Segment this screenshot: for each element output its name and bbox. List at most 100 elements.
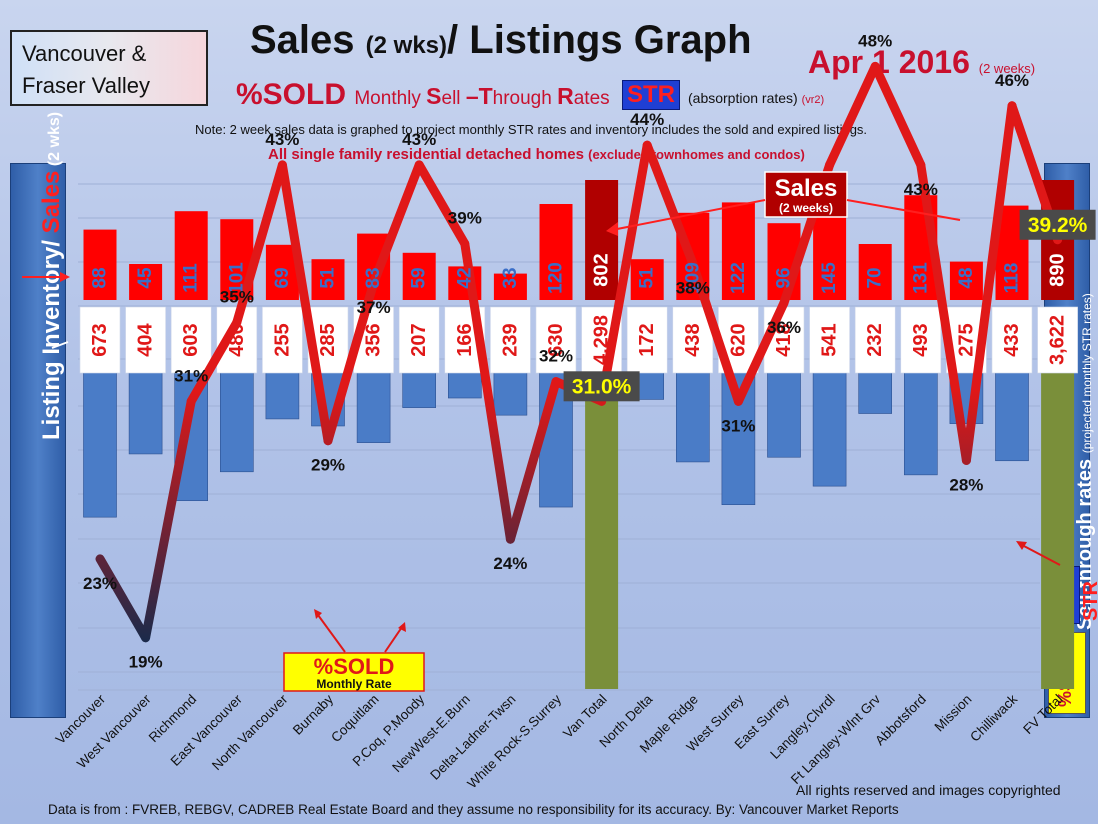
listing-bar (995, 358, 1029, 462)
sales-value-label: 42 (454, 267, 475, 288)
chart-title: Sales (2 wks)/ Listings Graph (250, 18, 752, 63)
sales-bar (949, 261, 983, 300)
str-line-segment (95, 554, 151, 643)
percent-label: 29% (311, 456, 345, 475)
region-line-2: Fraser Valley (22, 73, 150, 98)
region-line-1: Vancouver & (22, 41, 147, 66)
sold-hrough: hrough (492, 88, 558, 109)
title-main: Sales (250, 18, 366, 62)
str-line-segment (369, 160, 424, 288)
sales-value-label: 70 (865, 267, 886, 288)
listing-bar (767, 358, 801, 458)
sales-value-label: 109 (682, 262, 703, 294)
listing-value-label: 172 (636, 323, 658, 356)
sold-callout-box (283, 652, 425, 692)
sales-value-label: 111 (181, 263, 202, 293)
sales-callout-sub: (2 weeks) (779, 201, 833, 215)
str-line-segment (870, 61, 926, 170)
sold-big: %SOLD (236, 78, 355, 111)
listing-value-label: 433 (1001, 323, 1023, 356)
date-main: Apr 1 2016 (808, 44, 970, 80)
listing-value-label: 493 (910, 323, 932, 356)
str-line-segment (323, 278, 379, 446)
sales-value-label: 145 (819, 262, 840, 294)
sales-value-label: 51 (318, 267, 339, 289)
listing-value-label: 239 (499, 323, 521, 356)
listing-label-box (1037, 306, 1078, 374)
sales-bar (539, 204, 573, 300)
listing-label-box (398, 306, 440, 374)
sales-value-label: 48 (956, 267, 977, 288)
listing-label-box (809, 306, 850, 374)
category-label: Delta-Ladner-Twsn (427, 692, 518, 783)
sales-bar (585, 180, 619, 300)
percent-label: 35% (220, 288, 254, 307)
scope-main: All single family residential detached h… (268, 146, 589, 163)
str-line-segment (277, 160, 333, 446)
sales-value-label: 122 (728, 262, 749, 294)
listing-label-box (626, 306, 668, 374)
sales-value-label: 51 (637, 267, 658, 289)
str-line-segment (460, 239, 515, 544)
percent-label: 23% (83, 574, 117, 593)
listing-value-label: 4,298 (591, 315, 613, 365)
sales-bar (630, 259, 664, 300)
sales-value-label: 88 (90, 267, 111, 288)
sales-value-label: 83 (363, 267, 384, 288)
sales-value-label: 118 (1002, 263, 1023, 294)
str-line-segment (186, 318, 242, 406)
listing-bar (220, 358, 254, 473)
listing-label-box (535, 306, 577, 374)
sales-bar (721, 202, 755, 300)
sold-arrowhead-right (398, 622, 406, 632)
chart-labels: 88 673 45 404 111 603 101 480 69 255 51 285 83 356 59 2… (53, 31, 1096, 791)
category-label: White Rock-S.Surrey (464, 691, 564, 791)
sales-bar (858, 244, 892, 300)
listing-label-box (854, 306, 896, 374)
note-text: Note: 2 week sales data is graphed to pr… (195, 122, 868, 137)
str-line-segment (232, 160, 287, 327)
str-arrowhead (1016, 541, 1027, 550)
total-percent-label: 39.2% (1028, 214, 1088, 237)
left-axis-panel (10, 163, 66, 718)
percent-label: 39% (448, 209, 482, 228)
sales-value-label: 890 (1047, 253, 1069, 286)
percent-label: 37% (357, 298, 391, 317)
sold-T: –T (465, 83, 493, 109)
sales-value-label: 101 (226, 262, 247, 294)
listing-value-label: 630 (545, 323, 567, 356)
title-rest: / Listings Graph (447, 18, 752, 62)
category-label: Chilliwack (967, 691, 1020, 744)
sales-bar (311, 259, 345, 300)
str-badge: STR (622, 80, 680, 110)
title-small: (2 wks) (365, 32, 448, 59)
listing-value-label: 673 (89, 323, 111, 356)
percent-label: 31% (721, 416, 755, 435)
listing-bar (1041, 359, 1075, 689)
str-line-segment (733, 298, 789, 406)
listing-label-box (490, 306, 531, 374)
sales-value-label: 96 (774, 267, 795, 288)
percent-label: 38% (676, 278, 710, 297)
str-line-segment (961, 101, 1017, 465)
listing-value-label: 232 (864, 323, 886, 356)
sales-value-label: 45 (135, 267, 156, 289)
total-percent-label: 31.0% (572, 375, 632, 398)
str-line-segment (414, 160, 470, 249)
listing-bar (675, 358, 710, 463)
sales-value-label: 59 (409, 267, 430, 288)
listing-value-label: 166 (454, 323, 476, 356)
listing-value-label: 418 (773, 323, 795, 356)
sales-value-label: 33 (500, 267, 521, 288)
listing-label-box (170, 306, 212, 374)
listing-value-label: 207 (408, 323, 430, 356)
listing-bar (812, 358, 847, 487)
listing-value-label: 255 (271, 323, 293, 356)
sales-callout-title: Sales (775, 175, 838, 202)
listing-label-box (125, 306, 166, 374)
percent-label: 43% (265, 130, 299, 149)
sold-callout-sub: Monthly Rate (316, 677, 392, 691)
percent-label: 46% (995, 71, 1029, 90)
listing-value-label: 356 (363, 323, 385, 356)
